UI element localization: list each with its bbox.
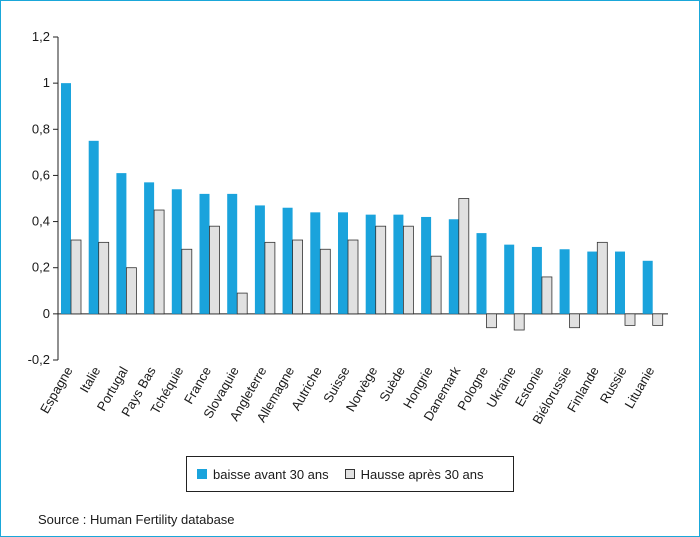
bar-series-a <box>642 260 653 314</box>
bar-series-b <box>430 255 442 315</box>
bar-series-b <box>126 267 137 315</box>
y-tick-label: 0,2 <box>32 260 50 275</box>
bar-series-a <box>310 212 321 314</box>
legend-swatch-series-b <box>344 469 355 479</box>
bar-series-a <box>531 246 542 314</box>
bar-series-b <box>541 276 553 315</box>
bar-series-a <box>144 182 155 314</box>
bar-series-b <box>153 209 165 315</box>
bar-series-a <box>393 214 404 314</box>
bar-series-a <box>559 249 570 314</box>
bar-series-a <box>227 193 238 314</box>
bar-series-b <box>458 198 470 315</box>
bar-series-b <box>181 248 193 315</box>
legend-swatch-series-a <box>197 469 207 479</box>
bars-group <box>61 83 664 331</box>
bar-series-a <box>116 173 127 314</box>
y-tick-label: 1 <box>43 75 50 90</box>
bar-series-b <box>98 241 110 315</box>
bar-series-a <box>338 212 348 314</box>
bar-series-b <box>513 313 525 331</box>
category-label: Italie <box>77 364 104 395</box>
bar-series-a <box>199 193 210 314</box>
bar-series-b <box>402 225 414 315</box>
bar-series-b <box>624 313 636 326</box>
bar-series-a <box>61 83 71 314</box>
y-tick-label: 0,4 <box>32 214 50 229</box>
bar-series-b <box>652 313 664 326</box>
bar-series-b <box>264 241 276 315</box>
bar-series-a <box>421 216 432 314</box>
bar-series-a <box>282 207 293 314</box>
bar-series-b <box>596 241 608 315</box>
bar-series-a <box>88 140 99 314</box>
y-tick-label: -0,2 <box>28 352 50 367</box>
y-tick-label: 0,6 <box>32 167 50 182</box>
bar-series-a <box>254 205 265 314</box>
bar-series-b <box>319 248 331 315</box>
bar-series-b <box>292 239 304 315</box>
bar-series-a <box>448 219 459 314</box>
source-note: Source : Human Fertility database <box>38 512 235 527</box>
category-label: Espagne <box>37 364 76 416</box>
bar-series-b <box>569 313 580 329</box>
y-tick-label: 1,2 <box>32 29 50 44</box>
bar-series-b <box>375 225 387 315</box>
legend-label-series-b: Hausse après 30 ans <box>360 466 484 482</box>
bar-series-a <box>365 214 376 314</box>
bar-series-a <box>615 251 625 314</box>
bar-series-a <box>504 244 515 314</box>
bar-series-b <box>70 239 82 315</box>
bar-series-a <box>476 233 487 314</box>
bar-series-b <box>486 313 497 329</box>
y-tick-label: 0,8 <box>32 121 50 136</box>
legend: baisse avant 30 ans Hausse après 30 ans <box>186 456 514 492</box>
y-tick-label: 0 <box>43 306 50 321</box>
legend-label-series-a: baisse avant 30 ans <box>213 466 329 482</box>
bar-series-b <box>236 292 248 315</box>
legend-item-series-b: Hausse après 30 ans <box>344 466 484 482</box>
bar-series-a <box>587 251 598 314</box>
bar-series-a <box>171 189 182 314</box>
bar-series-b <box>347 239 359 315</box>
legend-item-series-a: baisse avant 30 ans <box>197 467 329 482</box>
bar-series-b <box>209 225 220 315</box>
